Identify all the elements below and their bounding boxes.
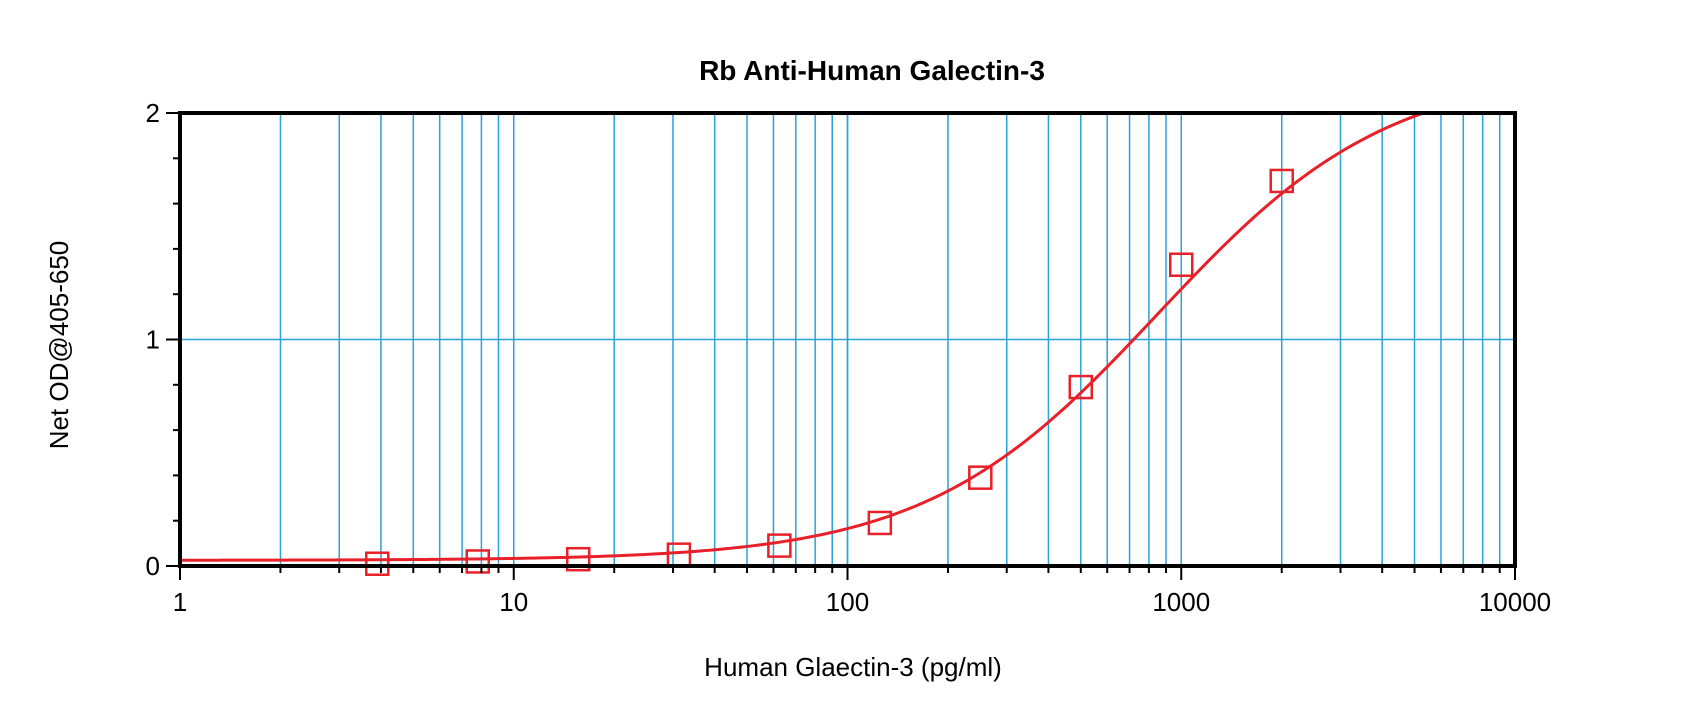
x-tick-label: 10000 — [1479, 587, 1551, 617]
x-tick-label: 10 — [499, 587, 528, 617]
y-tick-label: 2 — [146, 98, 160, 128]
data-point-marker — [365, 551, 390, 576]
y-tick-label: 1 — [146, 325, 160, 355]
x-axis-label: Human Glaectin-3 (pg/ml) — [704, 652, 1002, 682]
data-points-layer — [365, 168, 1294, 576]
fit-curve — [180, 111, 1455, 562]
x-tick-label: 100 — [826, 587, 869, 617]
x-tick-label: 1 — [173, 587, 187, 617]
data-point-marker — [968, 465, 993, 490]
data-point-marker — [867, 510, 893, 536]
y-axis-label: Net OD@405-650 — [44, 241, 74, 450]
data-point-marker — [666, 542, 692, 567]
data-point-marker — [1068, 374, 1094, 400]
data-point-marker — [1169, 252, 1194, 278]
x-tick-label: 1000 — [1152, 587, 1210, 617]
data-point-marker — [1269, 168, 1294, 194]
data-point-marker — [465, 549, 490, 574]
data-point-marker — [565, 546, 591, 572]
fit-curve-layer — [180, 111, 1455, 562]
chart-title: Rb Anti-Human Galectin-3 — [699, 55, 1045, 86]
y-tick-label: 0 — [146, 551, 160, 581]
data-point-marker — [767, 533, 792, 558]
grid-lines — [180, 113, 1515, 566]
